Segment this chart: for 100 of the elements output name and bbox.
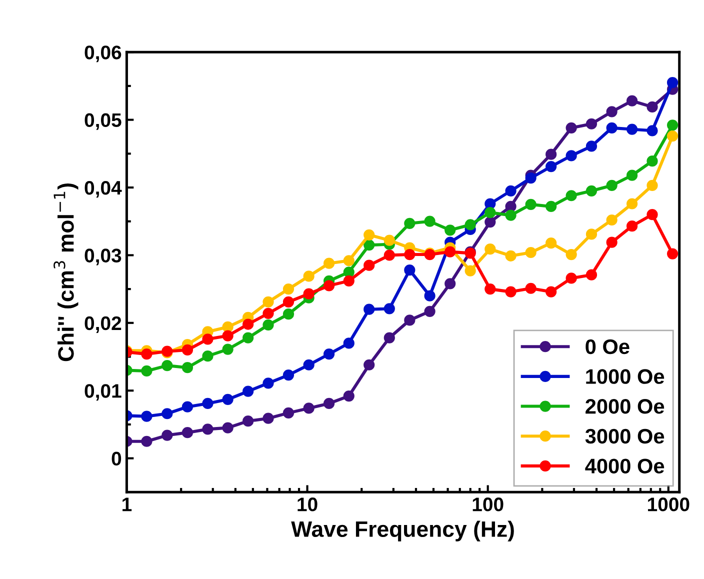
point (666, 120, 678, 131)
point (546, 237, 557, 249)
point (182, 362, 194, 374)
point (162, 430, 173, 441)
legend-label: 1000 Oe (586, 369, 664, 384)
point (586, 185, 598, 196)
point (404, 218, 416, 229)
point (666, 248, 678, 260)
point (626, 170, 638, 181)
point (404, 314, 416, 326)
point (546, 148, 557, 160)
point (384, 303, 395, 314)
point (505, 210, 516, 221)
point (282, 308, 294, 320)
point (606, 236, 618, 248)
point (364, 229, 375, 240)
point (182, 344, 194, 356)
point (182, 427, 194, 438)
point (222, 394, 234, 405)
y-tick-label: 0,01 (84, 384, 122, 401)
point (566, 272, 577, 284)
point (323, 280, 335, 292)
point (162, 408, 173, 420)
point (464, 219, 476, 230)
x-tick-label: 100 (472, 498, 504, 512)
point (464, 265, 476, 276)
point (424, 306, 436, 317)
legend-label: 2000 Oe (586, 399, 664, 414)
point (222, 422, 234, 434)
point (262, 296, 274, 308)
point (182, 401, 194, 412)
legend-label: 3000 Oe (585, 428, 664, 444)
point (606, 122, 618, 134)
point (424, 290, 436, 302)
point (303, 402, 314, 414)
point (343, 338, 354, 349)
point (606, 106, 618, 118)
point (444, 278, 456, 290)
point (546, 286, 557, 298)
point (323, 398, 335, 410)
y-tick-label: 0 (112, 452, 122, 466)
point (364, 304, 375, 315)
point (484, 207, 496, 218)
point (262, 308, 274, 319)
point (484, 244, 496, 255)
point (303, 288, 314, 300)
point (202, 398, 214, 410)
point (626, 220, 638, 232)
point (162, 360, 173, 372)
point (586, 228, 598, 240)
point (646, 180, 658, 192)
point (626, 95, 638, 106)
x-tick-label: 1 (122, 498, 132, 512)
point (222, 344, 234, 355)
point (606, 180, 618, 192)
point (384, 332, 395, 344)
point (626, 124, 638, 135)
point (222, 330, 234, 342)
point (404, 248, 416, 260)
point (343, 255, 354, 266)
point (525, 246, 536, 258)
y-tick-label: 0,03 (84, 248, 122, 266)
point (242, 386, 254, 397)
y-axis-title: Chi'' (cm$^{3}$ mol$^{−1}$) (54, 184, 78, 362)
point (566, 190, 577, 202)
point (505, 185, 516, 196)
y-tick-label: 0,02 (84, 316, 122, 333)
point (242, 416, 254, 427)
point (262, 378, 274, 389)
point (262, 319, 274, 330)
point (323, 348, 335, 360)
point (666, 77, 678, 88)
point (364, 260, 375, 271)
point (222, 321, 234, 333)
point (141, 410, 152, 422)
y-tick-label: 0,06 (84, 46, 122, 62)
point (242, 332, 254, 344)
point (484, 198, 496, 210)
point (586, 118, 598, 130)
point (666, 130, 678, 142)
x-tick-label: 1000 (648, 498, 690, 512)
y-tick-label: 0,05 (84, 113, 122, 130)
point (444, 224, 456, 236)
point (566, 150, 577, 162)
point (384, 234, 395, 246)
point (343, 390, 354, 402)
point (364, 239, 375, 251)
point (343, 266, 354, 278)
point (282, 407, 294, 418)
point (141, 436, 152, 447)
point (282, 369, 294, 381)
point (444, 246, 456, 258)
point (404, 264, 416, 276)
point (424, 216, 436, 227)
point (586, 140, 598, 152)
point (525, 172, 536, 184)
point (586, 269, 598, 280)
point (323, 258, 335, 269)
point (343, 275, 354, 286)
point (525, 198, 536, 210)
